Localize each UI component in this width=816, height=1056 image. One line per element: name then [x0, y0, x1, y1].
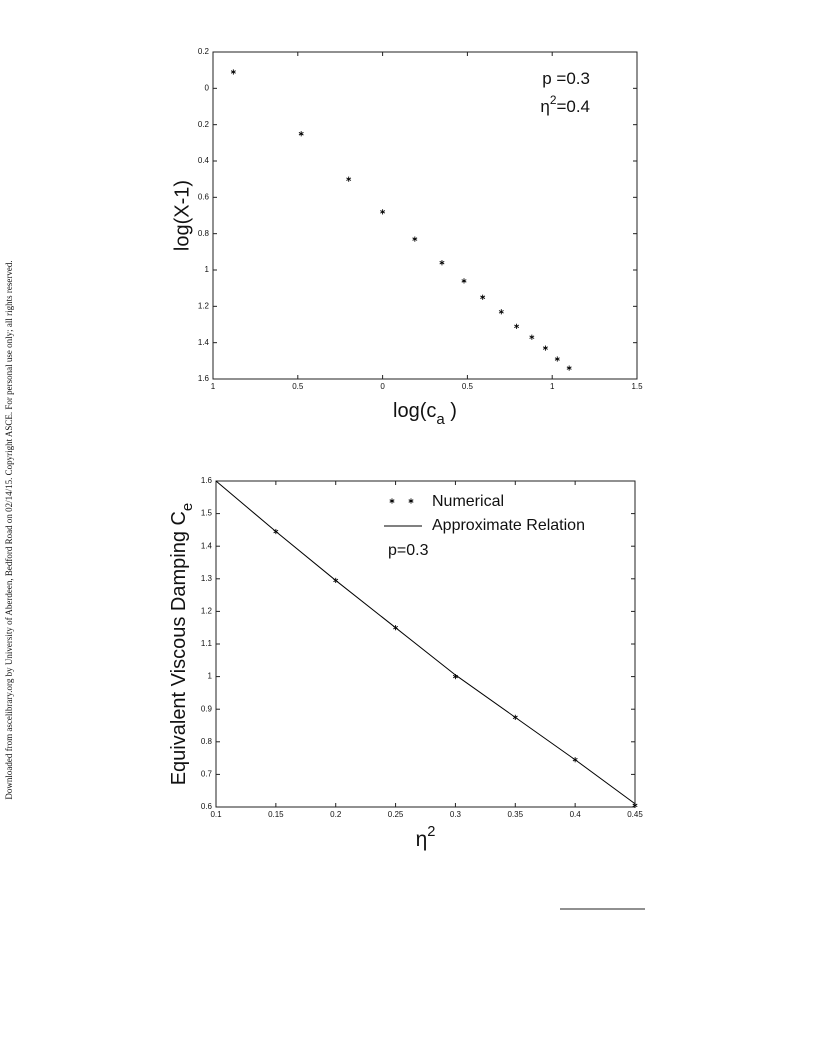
- star-stroke: [480, 295, 486, 299]
- x-tick-label: 0.1: [210, 810, 222, 819]
- star-marker: [529, 334, 535, 340]
- y-tick-label: 1: [208, 672, 213, 681]
- annotation: η2=0.4: [540, 93, 590, 116]
- star-marker: [230, 69, 236, 75]
- star-stroke: [529, 335, 535, 339]
- star-stroke: [514, 324, 520, 329]
- y-axis-label-base: Equivalent Viscous Damping C: [168, 511, 190, 785]
- y-tick-label: 1.6: [198, 374, 210, 383]
- x-tick-label: 0.2: [330, 810, 342, 819]
- y-tick-label: 0.8: [201, 737, 213, 746]
- star-marker: [346, 176, 352, 182]
- x-axis-label-base: η: [416, 828, 428, 851]
- x-tick-label: 0.5: [292, 382, 304, 391]
- star-stroke: [230, 70, 236, 74]
- star-marker: [439, 260, 445, 266]
- star-stroke: [566, 366, 572, 370]
- star-stroke: [554, 357, 560, 361]
- y-tick-label: 1.1: [201, 639, 213, 648]
- x-tick-label: 0.25: [388, 810, 404, 819]
- annotation: p=0.3: [388, 542, 429, 559]
- x-axis-label-sub: a: [436, 411, 445, 428]
- annotation-base: η: [540, 97, 549, 116]
- star-marker: [461, 278, 467, 284]
- x-tick-label: 0.45: [627, 810, 643, 819]
- star-stroke: [298, 132, 304, 136]
- star-marker: [566, 365, 572, 371]
- y-tick-label: 1.2: [198, 301, 210, 310]
- annotation-base: p=0.3: [388, 542, 429, 559]
- y-tick-label: 1.3: [201, 574, 213, 583]
- star-stroke: [380, 210, 386, 214]
- star-marker: [514, 323, 520, 329]
- y-tick-label: 1.6: [201, 476, 213, 485]
- x-axis-label-rest: ): [445, 400, 457, 422]
- y-tick-label: 1.2: [201, 607, 213, 616]
- x-axis-label: log(ca ): [393, 400, 457, 428]
- star-stroke: [542, 346, 548, 350]
- star-stroke: [408, 499, 414, 503]
- plot-frame: [212, 51, 638, 380]
- y-tick-label: 0: [205, 83, 210, 92]
- star-stroke: [439, 261, 445, 265]
- x-tick-label: 1: [550, 382, 555, 391]
- y-tick-label: 1.5: [201, 509, 213, 518]
- data-line: [215, 480, 636, 805]
- annotation-base: p =0.3: [542, 69, 590, 88]
- x-tick-label: 0.4: [570, 810, 582, 819]
- star-stroke: [389, 499, 395, 503]
- x-tick-label: 1.5: [631, 382, 643, 391]
- x-axis-label-base: log(c: [393, 400, 436, 422]
- star-marker: [298, 131, 304, 137]
- star-marker: [480, 294, 486, 300]
- star-marker: [380, 209, 386, 215]
- annotation: p =0.3: [542, 69, 590, 88]
- x-tick-label: 0.3: [450, 810, 462, 819]
- x-tick-label: 0.35: [507, 810, 523, 819]
- side-note: Downloaded from ascelibrary.org by Unive…: [4, 260, 14, 799]
- x-tick-label: 0: [380, 382, 385, 391]
- y-tick-label: 0.4: [198, 156, 210, 165]
- y-tick-label: 0.6: [201, 802, 213, 811]
- annotation-rest: =0.4: [556, 97, 590, 116]
- star-stroke: [632, 803, 638, 808]
- star-marker: [408, 498, 414, 504]
- y-tick-label: 0.9: [201, 704, 213, 713]
- y-axis-label: Equivalent Viscous Damping Ce: [168, 503, 196, 786]
- y-tick-label: 0.7: [201, 770, 213, 779]
- x-axis-label: η2: [416, 824, 436, 851]
- star-marker: [389, 498, 395, 504]
- y-tick-label: 0.6: [198, 192, 210, 201]
- y-axis-label: log(X-1): [171, 180, 193, 251]
- legend-label: Approximate Relation: [432, 517, 585, 534]
- legend-label: Numerical: [432, 493, 504, 510]
- y-tick-label: 1: [205, 265, 210, 274]
- y-tick-label: 0.2: [198, 120, 210, 129]
- star-marker: [542, 345, 548, 351]
- y-axis-label-sub: e: [179, 503, 196, 511]
- x-tick-label: 0.5: [462, 382, 474, 391]
- star-marker: [498, 309, 504, 315]
- x-tick-label: 0.15: [268, 810, 284, 819]
- annotation-sup: 2: [550, 93, 557, 107]
- star-stroke: [412, 237, 418, 241]
- x-tick-label: 1: [211, 382, 216, 391]
- star-marker: [412, 236, 418, 242]
- x-axis-label-sup: 2: [427, 824, 435, 840]
- y-tick-label: 0.8: [198, 229, 210, 238]
- y-tick-label: 1.4: [201, 541, 213, 550]
- star-stroke: [461, 279, 467, 283]
- star-stroke: [346, 177, 352, 181]
- star-stroke: [498, 310, 504, 314]
- y-tick-label: 0.2: [198, 47, 210, 56]
- star-marker: [554, 356, 560, 362]
- y-tick-label: 1.4: [198, 338, 210, 347]
